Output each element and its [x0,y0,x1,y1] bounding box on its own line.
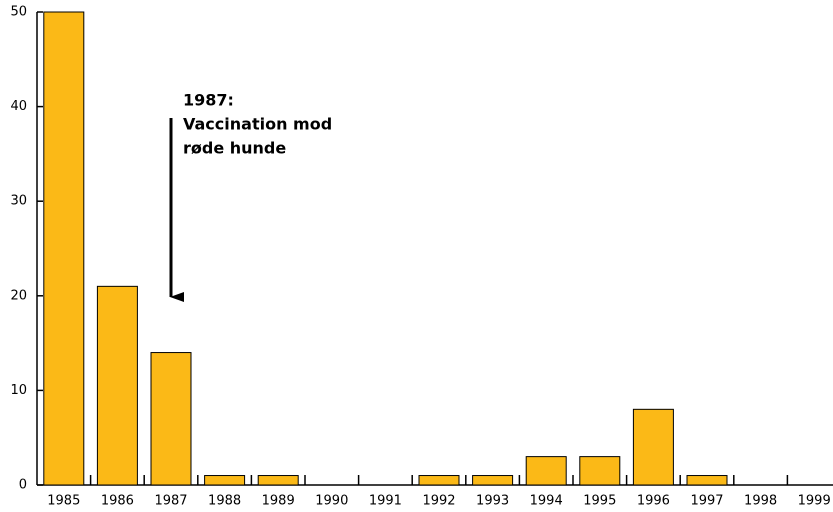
annotation: røde hunde [183,139,286,158]
bar [418,475,460,486]
x-tick-label: 1993 [476,494,509,509]
bar [579,456,621,486]
y-tick-label: 50 [10,5,27,20]
x-tick-label: 1991 [369,494,402,509]
x-tick-label: 1996 [637,494,670,509]
y-tick-label: 40 [10,99,27,114]
bar [686,475,728,486]
x-tick-label: 1985 [47,494,80,509]
bar [525,456,567,486]
x-tick-label: 1997 [690,494,723,509]
x-tick-label: 1999 [798,494,831,509]
annotation: 1987: [183,91,234,110]
y-tick-label: 20 [10,288,27,303]
bar [150,352,192,486]
y-tick-label: 30 [10,194,27,209]
y-tick-label: 10 [10,383,27,398]
x-tick-label: 1990 [315,494,348,509]
x-tick-label: 1987 [154,494,187,509]
bar [204,475,246,486]
annotation: Vaccination mod [183,115,332,134]
x-tick-label: 1988 [208,494,241,509]
y-tick-label: 0 [19,478,27,493]
x-tick-label: 1989 [262,494,295,509]
bar [632,408,674,486]
x-tick-label: 1992 [422,494,455,509]
x-tick-label: 1986 [101,494,134,509]
bar [472,475,514,486]
x-tick-label: 1995 [583,494,616,509]
bar [96,285,138,486]
x-tick-label: 1994 [530,494,563,509]
bar [257,475,299,486]
bar [43,11,85,486]
x-tick-label: 1998 [744,494,777,509]
